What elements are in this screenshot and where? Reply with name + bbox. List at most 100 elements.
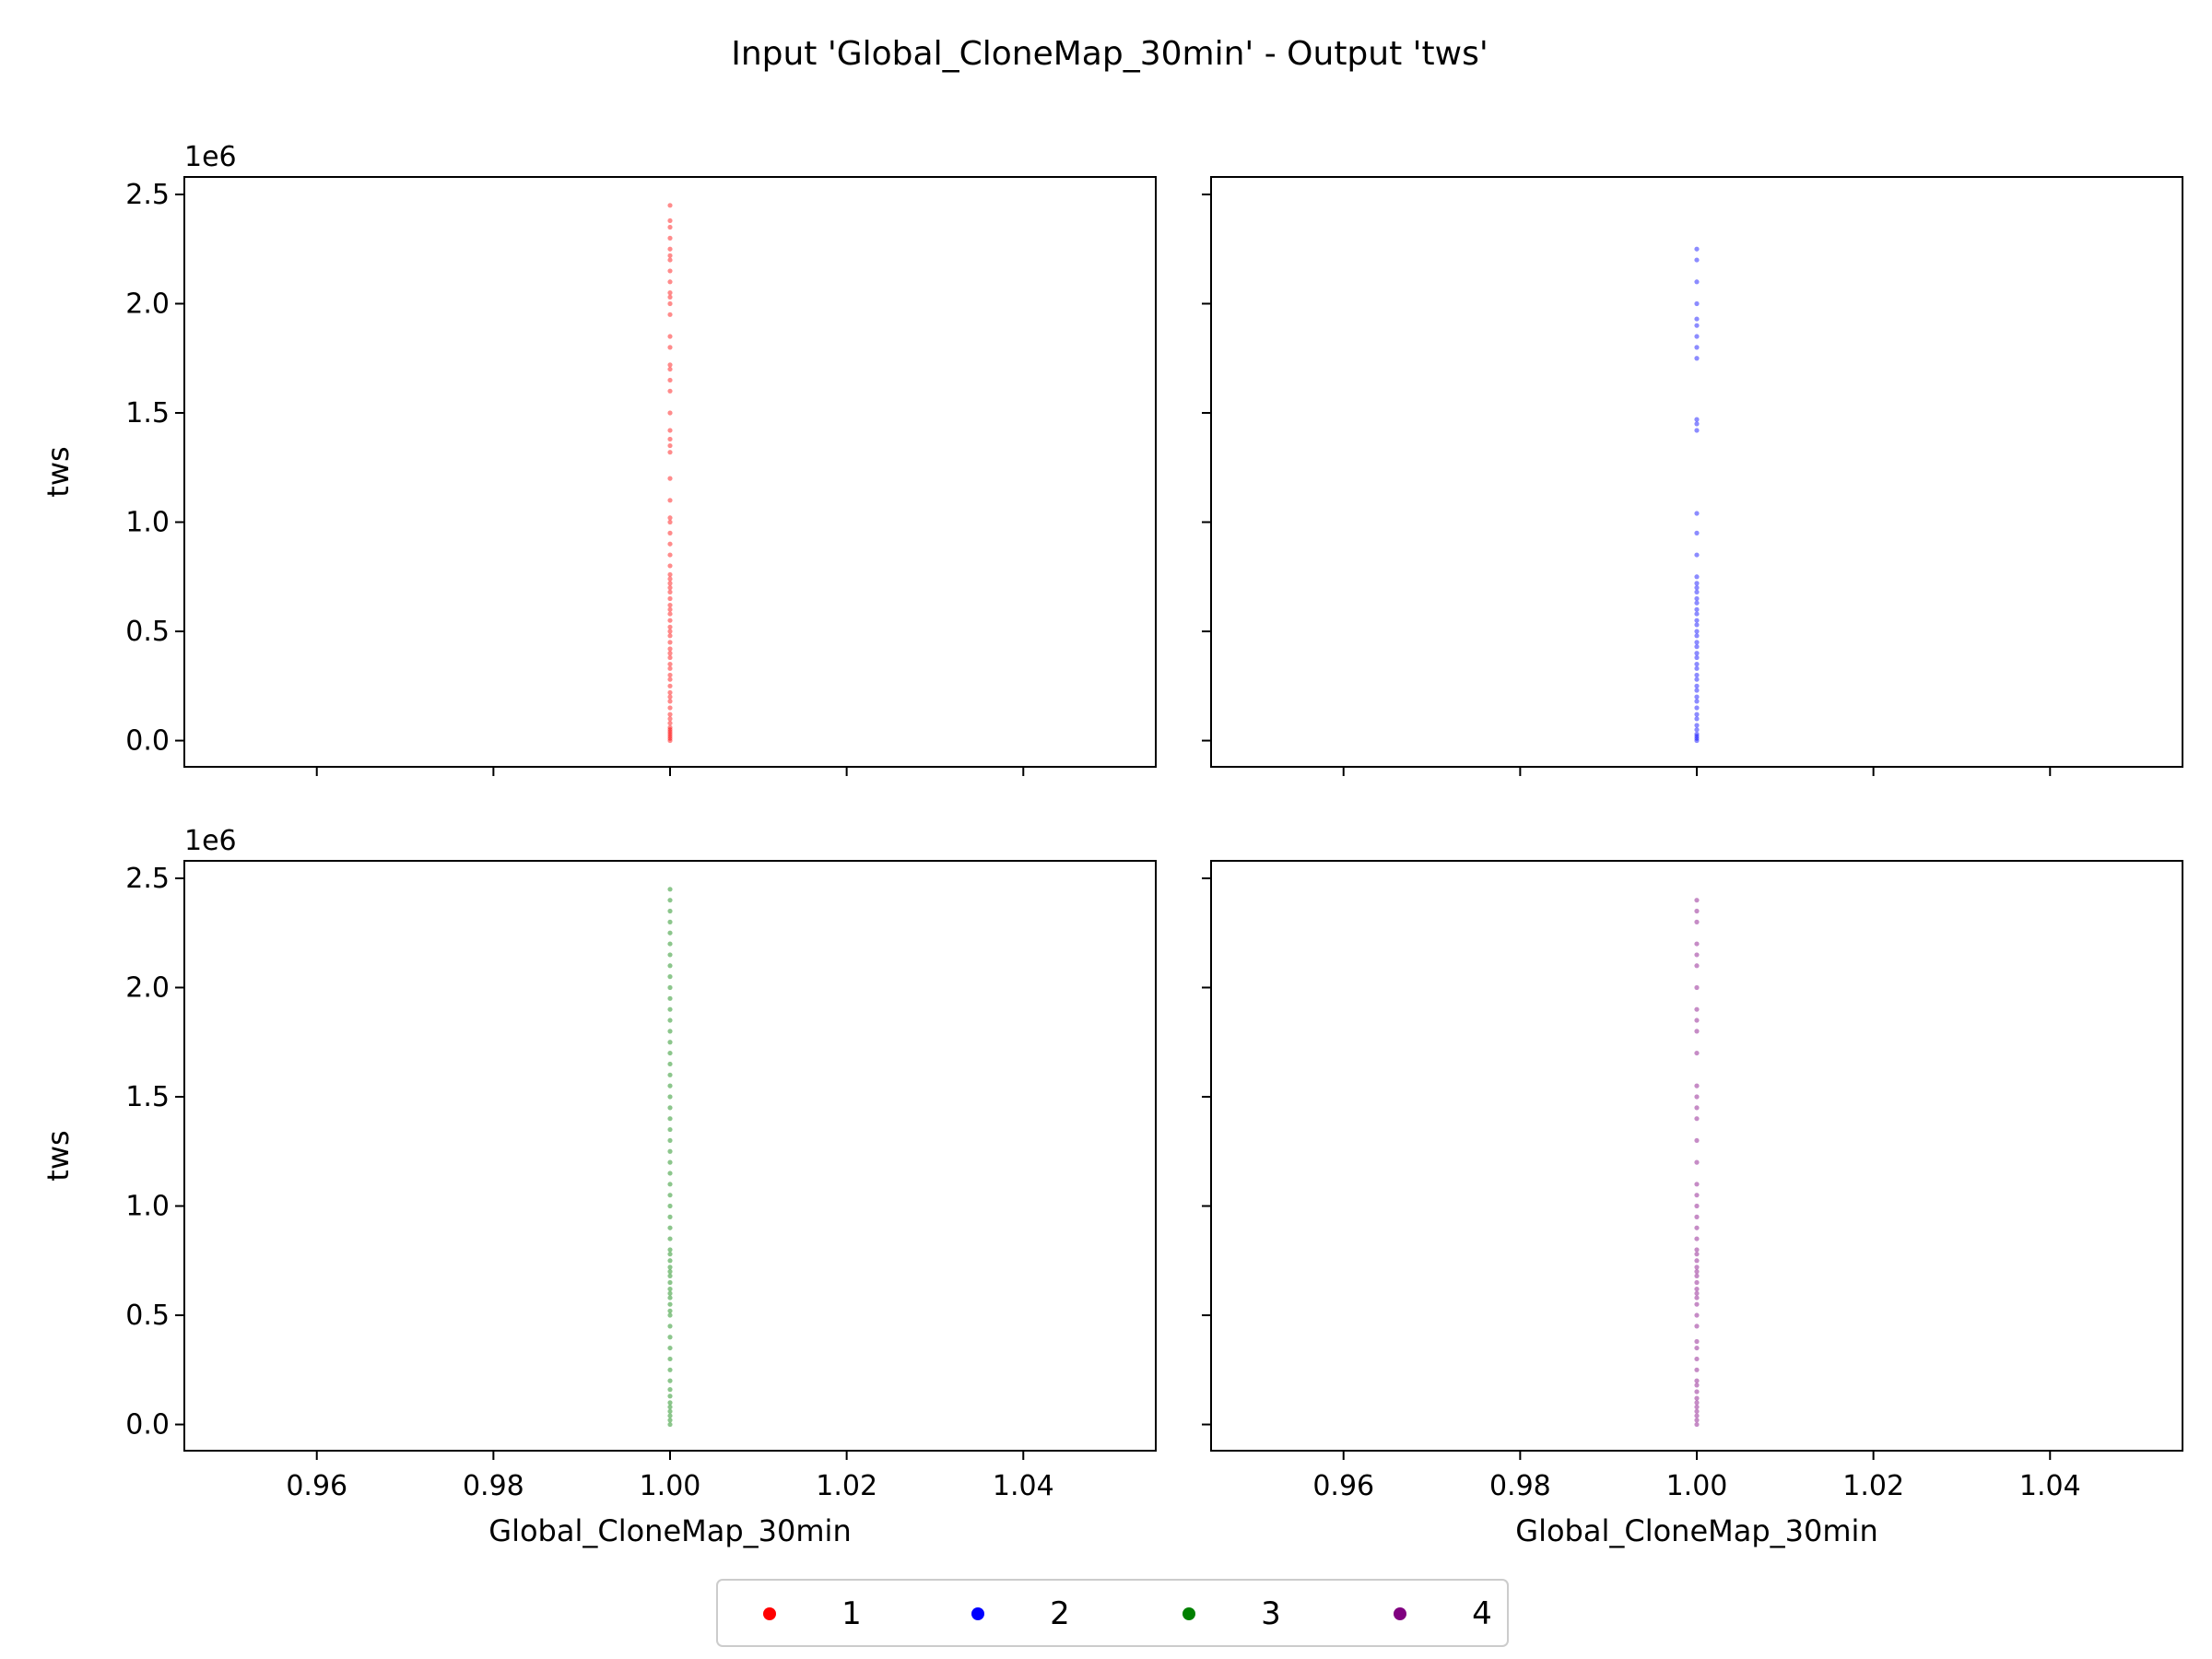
data-point — [1694, 316, 1700, 322]
data-point — [1694, 589, 1700, 594]
data-point — [1694, 727, 1700, 733]
data-point — [667, 1269, 673, 1275]
data-point — [667, 203, 673, 208]
data-point — [667, 1400, 673, 1406]
y-tick-label: 1.5 — [125, 1081, 170, 1113]
data-point — [667, 1421, 673, 1428]
data-point — [667, 450, 673, 455]
data-point — [667, 1404, 673, 1410]
data-point — [1694, 640, 1700, 645]
data-point — [1694, 1258, 1700, 1264]
data-point — [1694, 421, 1700, 427]
data-point — [667, 1193, 673, 1198]
legend-item-3: 3 — [1182, 1595, 1281, 1632]
data-point — [1694, 1312, 1700, 1318]
data-point — [667, 729, 673, 735]
data-point — [1694, 323, 1700, 328]
data-point — [667, 735, 673, 741]
data-point — [667, 1182, 673, 1187]
x-tick-label: 0.96 — [286, 1470, 347, 1502]
data-point — [667, 294, 673, 300]
data-point — [667, 1225, 673, 1230]
data-point — [667, 919, 673, 924]
data-point — [667, 571, 673, 578]
data-point — [1694, 1345, 1700, 1351]
data-point — [667, 654, 673, 661]
data-point — [1694, 345, 1700, 350]
x-tick-label: 0.98 — [1489, 1470, 1551, 1502]
legend-label: 1 — [841, 1595, 862, 1632]
data-point — [667, 683, 673, 688]
data-point — [667, 629, 673, 634]
data-point — [667, 428, 673, 433]
data-point — [667, 589, 673, 594]
data-point — [1694, 1265, 1700, 1270]
data-point — [667, 1413, 673, 1418]
data-point — [667, 312, 673, 317]
y-axis-label: tws — [41, 1130, 76, 1181]
data-point — [667, 1273, 673, 1278]
data-point — [1694, 1269, 1700, 1275]
data-point — [667, 665, 673, 671]
data-point — [667, 1094, 673, 1100]
legend-item-2: 2 — [971, 1595, 1070, 1632]
data-point — [1694, 1395, 1700, 1401]
data-point — [1694, 941, 1700, 947]
legend-label: 4 — [1472, 1595, 1492, 1632]
data-point — [667, 224, 673, 230]
data-point — [667, 1105, 673, 1111]
data-point — [667, 442, 673, 449]
data-point — [667, 633, 673, 639]
data-point — [667, 1040, 673, 1045]
data-point — [1694, 672, 1700, 678]
data-point — [1694, 919, 1700, 924]
series-1-points — [667, 203, 673, 744]
legend-frame — [716, 1579, 1509, 1647]
data-point — [667, 963, 673, 969]
data-point — [667, 257, 673, 263]
data-point — [1694, 1408, 1700, 1414]
y-tick-label: 0.5 — [125, 1300, 170, 1332]
data-point — [1694, 1006, 1700, 1012]
data-point — [1694, 552, 1700, 558]
data-point — [1694, 1279, 1700, 1286]
x-tick-label: 1.04 — [2019, 1470, 2081, 1502]
data-point — [1694, 629, 1700, 634]
data-point — [1694, 963, 1700, 969]
data-point — [667, 1171, 673, 1176]
data-point — [667, 887, 673, 892]
data-point — [667, 640, 673, 645]
legend-marker — [1182, 1607, 1195, 1620]
data-point — [667, 1203, 673, 1209]
data-point — [667, 1418, 673, 1423]
data-point — [667, 1137, 673, 1144]
data-point — [667, 595, 673, 602]
data-point — [667, 1295, 673, 1300]
y-tick-label: 0.5 — [125, 616, 170, 648]
data-point — [667, 995, 673, 1001]
data-point — [667, 737, 673, 744]
data-point — [667, 362, 673, 368]
data-point — [667, 334, 673, 339]
data-point — [667, 253, 673, 258]
y-offset-label: 1e6 — [184, 825, 237, 857]
data-point — [667, 498, 673, 503]
x-tick-label: 1.04 — [993, 1470, 1054, 1502]
data-point — [1694, 1301, 1700, 1307]
data-point — [667, 1345, 673, 1351]
data-point — [667, 388, 673, 394]
data-point — [1694, 712, 1700, 717]
data-point — [667, 1335, 673, 1340]
data-point — [667, 731, 673, 737]
y-tick-label: 1.0 — [125, 507, 170, 539]
data-point — [1694, 898, 1700, 903]
data-point — [667, 530, 673, 535]
subplot-4: 0.96 0.98 1.00 1.02 1.04 Global_CloneMap_30mi… — [1202, 860, 2183, 1548]
data-point — [667, 618, 673, 623]
data-point — [667, 930, 673, 935]
data-point — [667, 541, 673, 547]
data-point — [667, 1265, 673, 1270]
data-point — [667, 377, 673, 383]
data-point — [1694, 1137, 1700, 1144]
data-point — [667, 410, 673, 416]
